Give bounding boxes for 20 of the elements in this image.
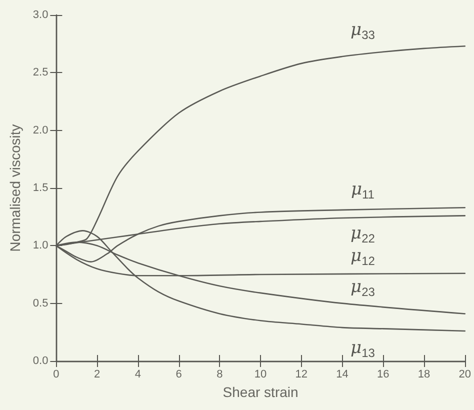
x-tick-label: 16 [377, 368, 390, 380]
x-tick-label: 6 [176, 368, 182, 380]
y-tick-label: 1.5 [32, 182, 48, 194]
x-tick-label: 20 [458, 368, 472, 380]
y-tick-label: 2.5 [32, 66, 48, 79]
y-tick-label: 0.0 [32, 355, 48, 367]
y-tick-label: 1.0 [32, 240, 48, 252]
y-axis-title: Normalised viscosity [7, 124, 23, 252]
x-tick-label: 2 [94, 368, 100, 380]
x-tick-label: 4 [134, 368, 141, 380]
y-tick-label: 3.0 [32, 9, 48, 21]
x-tick-label: 14 [336, 368, 348, 380]
x-tick-label: 10 [254, 368, 267, 380]
x-axis-title: Shear strain [222, 384, 298, 400]
x-tick-label: 8 [216, 368, 223, 380]
x-tick-label: 12 [295, 368, 308, 380]
y-tick-label: 2.0 [32, 124, 48, 136]
y-tick-label: 0.5 [32, 297, 48, 310]
x-tick-label: 0 [53, 368, 60, 380]
x-tick-label: 18 [418, 368, 430, 380]
